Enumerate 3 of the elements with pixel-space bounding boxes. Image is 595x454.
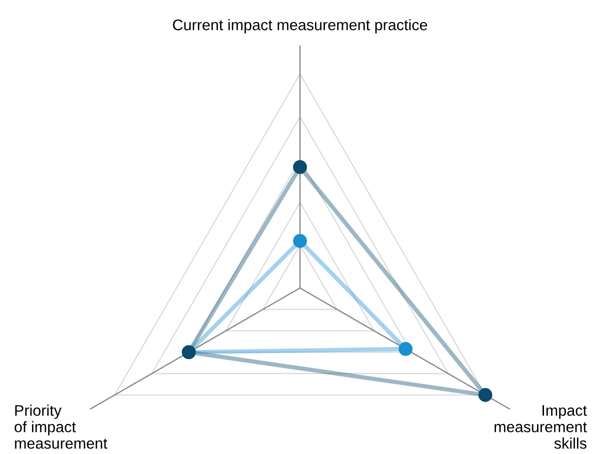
spoke-label: Priority of impact measurement bbox=[14, 404, 108, 449]
spoke-label: Impact measurement skills bbox=[494, 405, 587, 449]
spoke-label: Current impact measurement practice bbox=[173, 19, 428, 34]
